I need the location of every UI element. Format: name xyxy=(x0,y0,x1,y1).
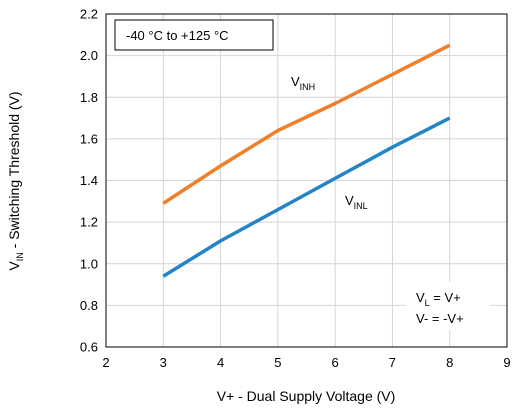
y-tick-label: 1.6 xyxy=(80,131,98,146)
x-tick-labels: 2 3 4 5 6 7 8 9 xyxy=(102,355,510,370)
x-tick-label: 9 xyxy=(503,355,510,370)
vminus-condition: V- = -V+ xyxy=(416,311,464,326)
x-tick-label: 5 xyxy=(274,355,281,370)
y-tick-labels: 0.6 0.8 1.0 1.2 1.4 1.6 1.8 2.0 2.2 xyxy=(80,7,98,355)
y-tick-label: 0.8 xyxy=(80,298,98,313)
temperature-annotation-box xyxy=(114,19,274,51)
y-tick-label: 2.2 xyxy=(80,7,98,22)
y-tick-label: 1.8 xyxy=(80,90,98,105)
y-tick-label: 2.0 xyxy=(80,48,98,63)
series-line-inl xyxy=(162,116,451,278)
y-tick-label: 1.4 xyxy=(80,173,98,188)
series-label-vinh: VINH xyxy=(291,74,315,92)
x-tick-label: 3 xyxy=(160,355,167,370)
x-tick-label: 2 xyxy=(102,355,109,370)
y-axis-title: VIN - Switching Threshold (V) xyxy=(6,91,25,270)
temperature-annotation: -40 °C to +125 °C xyxy=(126,28,229,43)
y-tick-label: 0.6 xyxy=(80,340,98,355)
x-tick-label: 7 xyxy=(389,355,396,370)
conditions-annotation-box xyxy=(406,282,490,330)
series-line-inh xyxy=(162,43,451,205)
series-lines xyxy=(162,43,451,278)
x-tick-label: 4 xyxy=(217,355,224,370)
series-label-vinl: VINL xyxy=(345,193,368,211)
y-tick-label: 1.0 xyxy=(80,256,98,271)
x-tick-label: 6 xyxy=(332,355,339,370)
x-tick-label: 8 xyxy=(446,355,453,370)
plot-frame xyxy=(105,13,508,348)
vl-condition: VL = V+ xyxy=(416,290,461,308)
y-tick-label: 1.2 xyxy=(80,215,98,230)
x-axis-title: V+ - Dual Supply Voltage (V) xyxy=(217,388,396,404)
